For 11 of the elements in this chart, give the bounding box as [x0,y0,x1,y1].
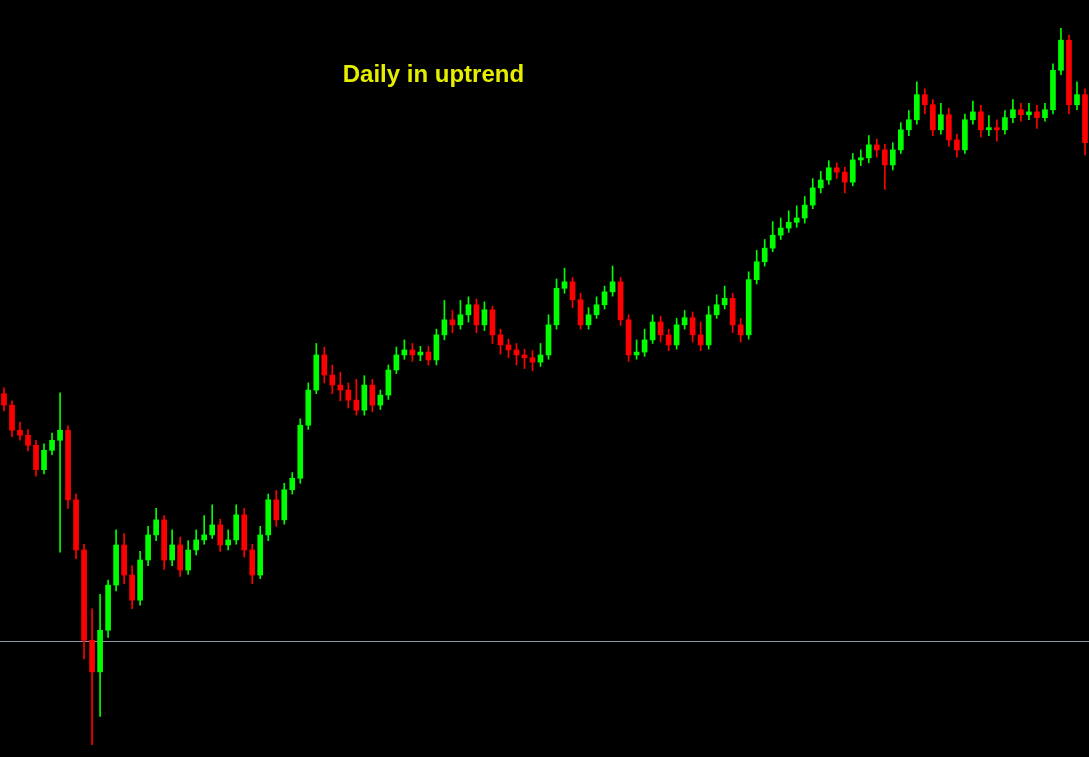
candlestick [57,392,63,553]
candlestick [857,149,864,166]
text: Daily in uptrend [342,59,525,87]
candlestick [994,119,1000,142]
candlestick [201,515,208,545]
candlestick [89,608,95,745]
candlestick [1026,102,1032,121]
candlestick [793,205,800,228]
candlestick [1034,105,1040,129]
candlestick [337,371,344,402]
candlestick [986,115,992,136]
